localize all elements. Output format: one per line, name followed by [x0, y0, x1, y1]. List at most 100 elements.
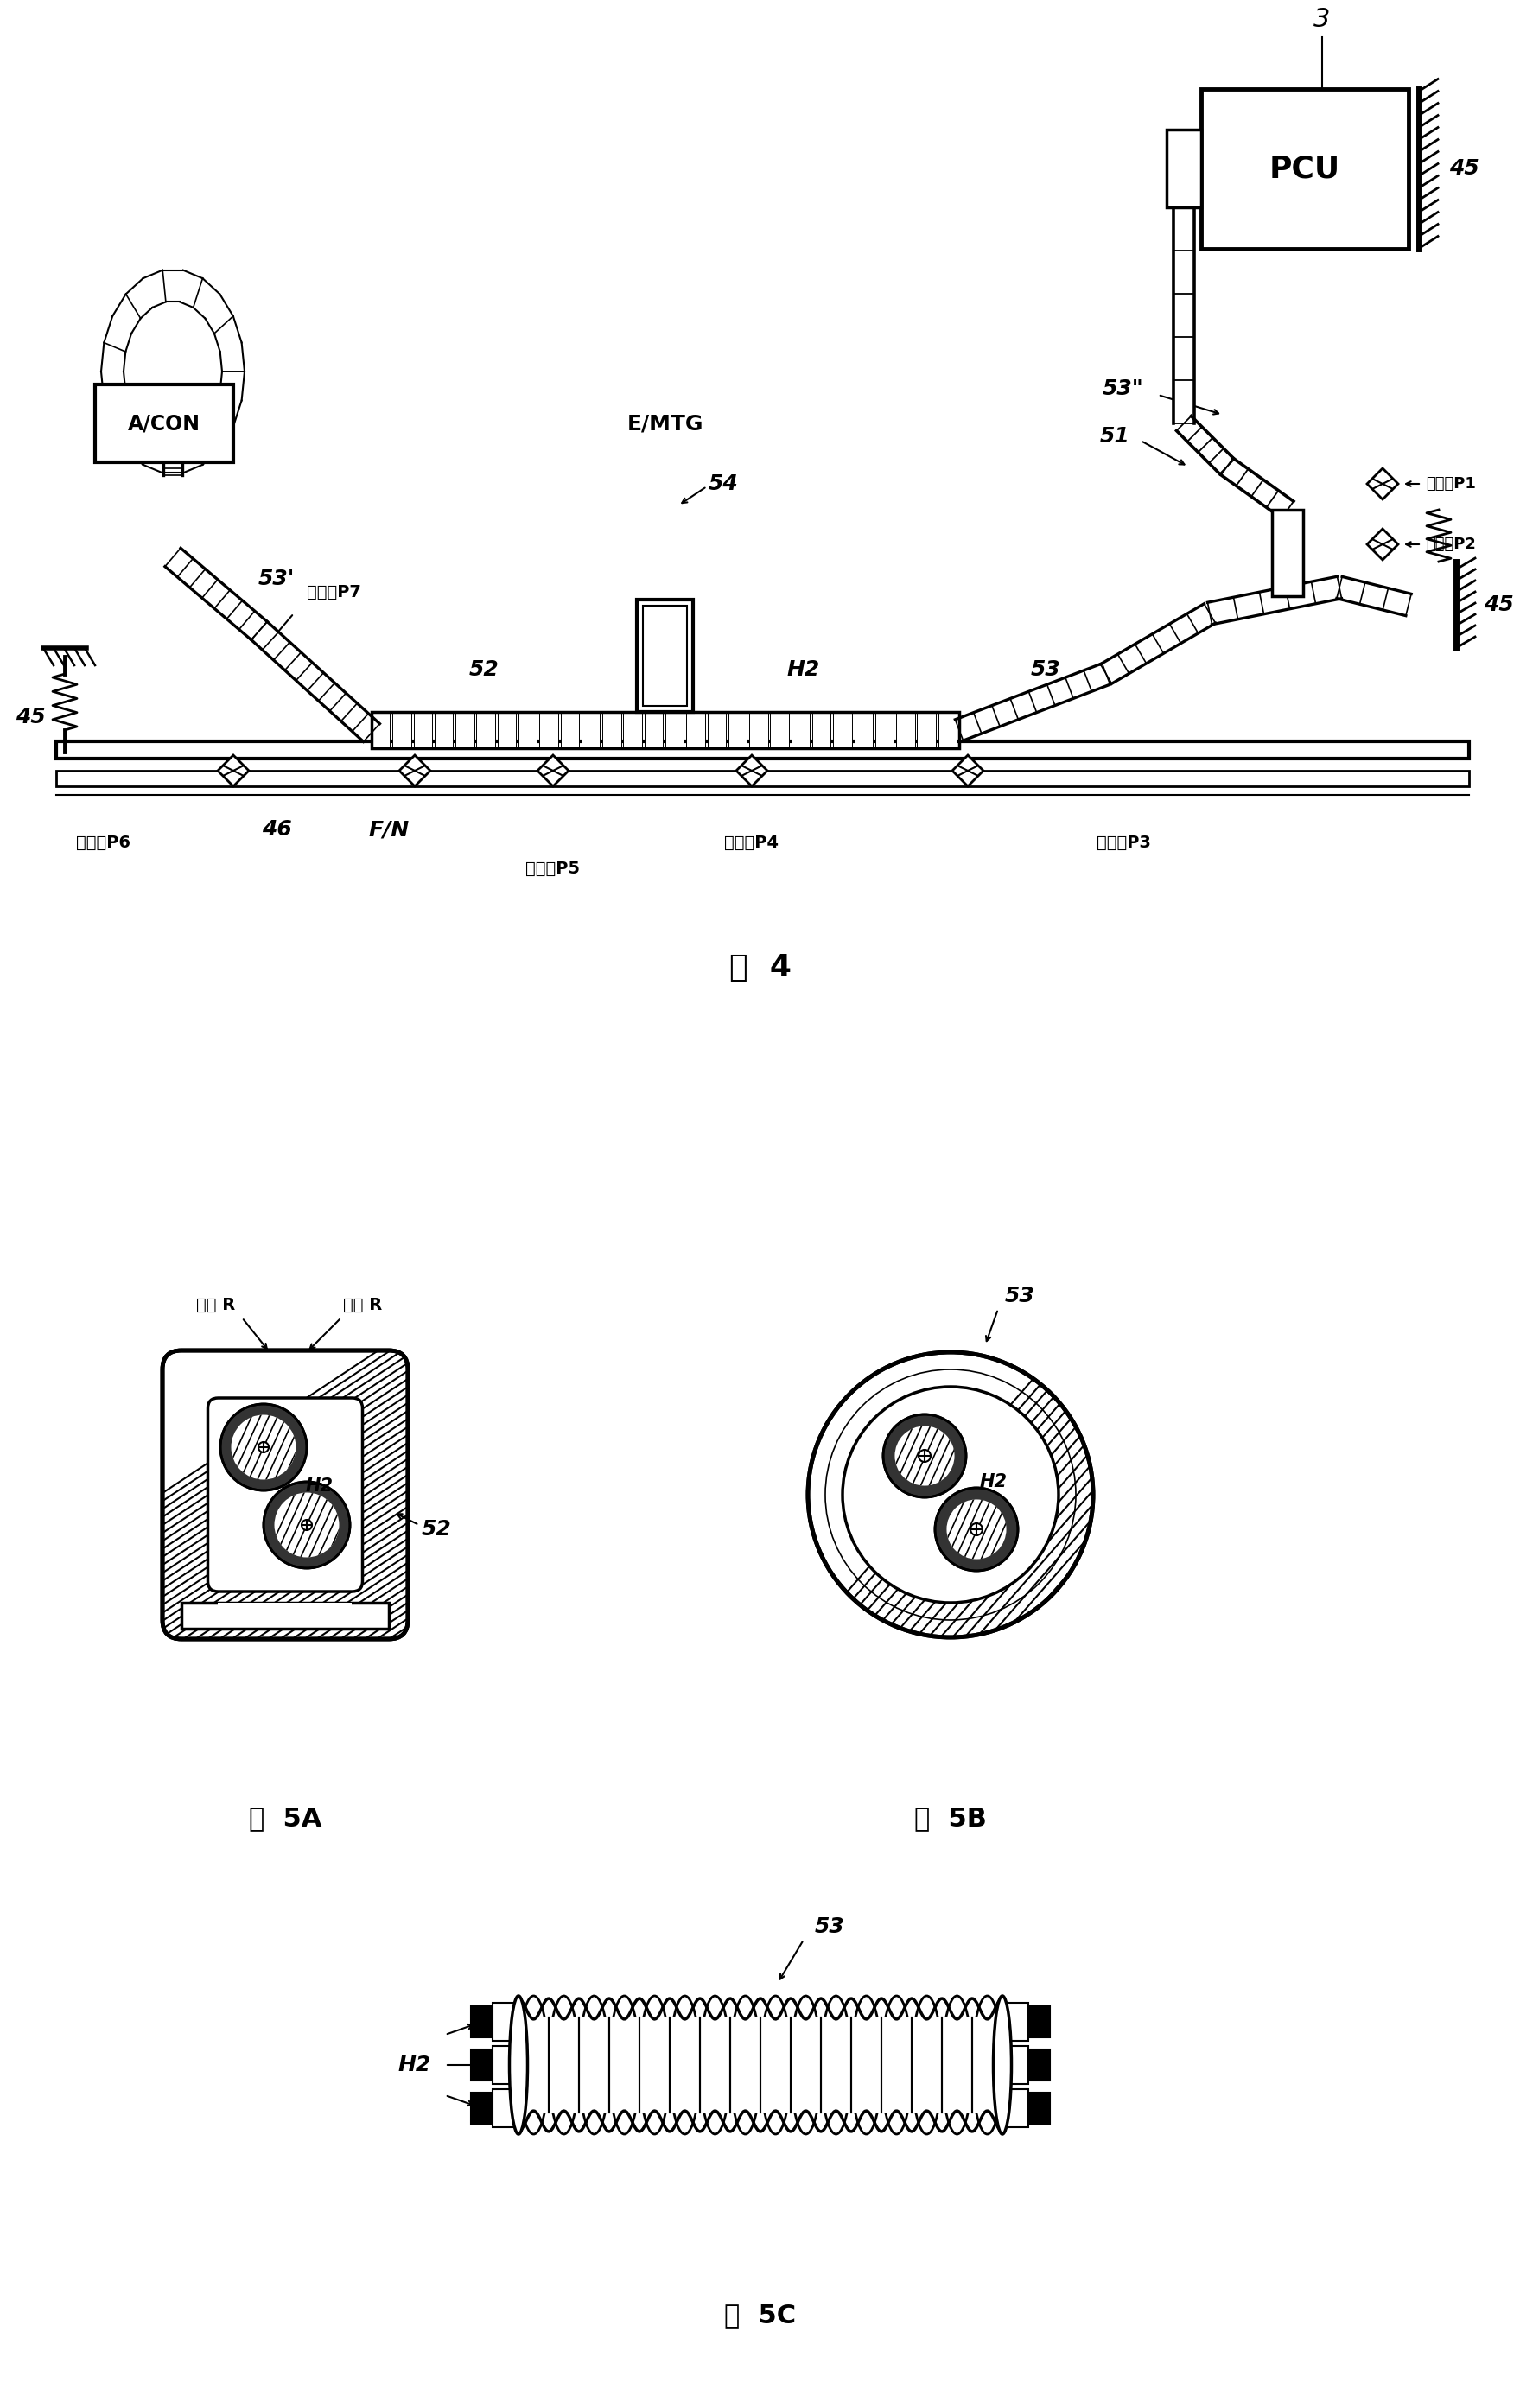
- FancyBboxPatch shape: [163, 1351, 407, 1640]
- Bar: [492, 2003, 523, 2042]
- Polygon shape: [736, 756, 768, 787]
- Ellipse shape: [882, 1996, 912, 2133]
- Ellipse shape: [760, 1996, 790, 2133]
- Bar: [219, 1604, 353, 1621]
- Bar: [371, 713, 959, 749]
- Circle shape: [809, 1353, 1093, 1637]
- Bar: [687, 713, 705, 749]
- Circle shape: [275, 1493, 339, 1558]
- Circle shape: [258, 1442, 269, 1452]
- Polygon shape: [1366, 467, 1398, 498]
- Ellipse shape: [518, 1996, 549, 2133]
- Ellipse shape: [790, 1996, 821, 2133]
- Ellipse shape: [973, 1996, 1002, 2133]
- Bar: [181, 1604, 389, 1628]
- Bar: [897, 713, 915, 749]
- Circle shape: [231, 1416, 296, 1479]
- Bar: [96, 385, 233, 462]
- Text: 图  4: 图 4: [730, 954, 792, 982]
- Circle shape: [947, 1500, 1006, 1558]
- Text: 固定点P4: 固定点P4: [725, 833, 780, 850]
- Bar: [497, 713, 515, 749]
- Text: 51: 51: [1099, 426, 1129, 448]
- Bar: [456, 713, 474, 749]
- Polygon shape: [163, 445, 182, 474]
- Text: 固定点P5: 固定点P5: [526, 860, 581, 877]
- Polygon shape: [1366, 530, 1398, 561]
- Text: 45: 45: [15, 708, 46, 727]
- Ellipse shape: [670, 1996, 699, 2133]
- Polygon shape: [1336, 576, 1411, 616]
- Circle shape: [842, 1387, 1058, 1604]
- Bar: [518, 713, 537, 749]
- Text: 固定点P3: 固定点P3: [1096, 833, 1151, 850]
- Ellipse shape: [821, 1996, 851, 2133]
- Text: 固定点P2: 固定点P2: [1426, 537, 1476, 551]
- Text: 固定点P7: 固定点P7: [307, 583, 362, 600]
- Circle shape: [895, 1426, 955, 1486]
- Text: 45: 45: [1484, 595, 1514, 614]
- Text: 边缘 R: 边缘 R: [196, 1296, 236, 1312]
- Circle shape: [301, 1519, 312, 1529]
- Text: 53: 53: [1031, 660, 1061, 679]
- Text: 46: 46: [261, 819, 292, 840]
- Bar: [876, 713, 894, 749]
- Circle shape: [883, 1413, 967, 1498]
- Text: 图  5B: 图 5B: [915, 1806, 986, 1830]
- Polygon shape: [538, 756, 568, 787]
- Polygon shape: [952, 756, 983, 787]
- Bar: [666, 713, 684, 749]
- Bar: [1024, 2006, 1050, 2037]
- Text: PCU: PCU: [1269, 154, 1341, 183]
- Bar: [644, 713, 663, 749]
- Polygon shape: [1176, 417, 1234, 474]
- Bar: [1166, 130, 1201, 207]
- Bar: [392, 713, 410, 749]
- Circle shape: [970, 1524, 982, 1536]
- Text: E/MTG: E/MTG: [628, 414, 704, 433]
- Text: 45: 45: [1449, 159, 1479, 178]
- Bar: [56, 742, 1468, 759]
- Ellipse shape: [699, 1996, 730, 2133]
- Text: H2: H2: [306, 1479, 333, 1495]
- Bar: [833, 713, 851, 749]
- Bar: [771, 713, 789, 749]
- Bar: [476, 713, 496, 749]
- Polygon shape: [251, 621, 380, 742]
- Ellipse shape: [579, 1996, 610, 2133]
- Bar: [471, 2049, 497, 2081]
- Ellipse shape: [993, 1996, 1011, 2133]
- Bar: [999, 2090, 1029, 2126]
- Text: 52: 52: [421, 1519, 451, 1539]
- Ellipse shape: [912, 1996, 942, 2133]
- Text: H2: H2: [398, 2054, 432, 2076]
- Polygon shape: [217, 756, 249, 787]
- Text: 固定点P1: 固定点P1: [1426, 477, 1476, 491]
- Ellipse shape: [509, 1996, 527, 2133]
- Bar: [471, 2093, 497, 2124]
- Ellipse shape: [851, 1996, 882, 2133]
- Text: 53": 53": [1102, 378, 1145, 400]
- Text: 52: 52: [468, 660, 499, 679]
- Polygon shape: [166, 549, 268, 641]
- Bar: [1024, 2049, 1050, 2081]
- Text: 图  5C: 图 5C: [725, 2302, 796, 2329]
- Bar: [602, 713, 620, 749]
- Bar: [999, 2047, 1029, 2083]
- Polygon shape: [1173, 207, 1195, 424]
- Bar: [623, 713, 641, 749]
- Text: H2: H2: [787, 660, 821, 679]
- Text: 53: 53: [1005, 1286, 1035, 1308]
- Bar: [435, 713, 453, 749]
- FancyBboxPatch shape: [208, 1399, 362, 1592]
- Text: F/N: F/N: [368, 819, 409, 840]
- Ellipse shape: [730, 1996, 760, 2133]
- Bar: [518, 2018, 1002, 2112]
- Polygon shape: [1100, 604, 1216, 684]
- Ellipse shape: [549, 1996, 579, 2133]
- Bar: [561, 713, 579, 749]
- Bar: [1024, 2093, 1050, 2124]
- Text: 3: 3: [1313, 7, 1330, 31]
- Bar: [471, 2006, 497, 2037]
- Circle shape: [918, 1450, 930, 1462]
